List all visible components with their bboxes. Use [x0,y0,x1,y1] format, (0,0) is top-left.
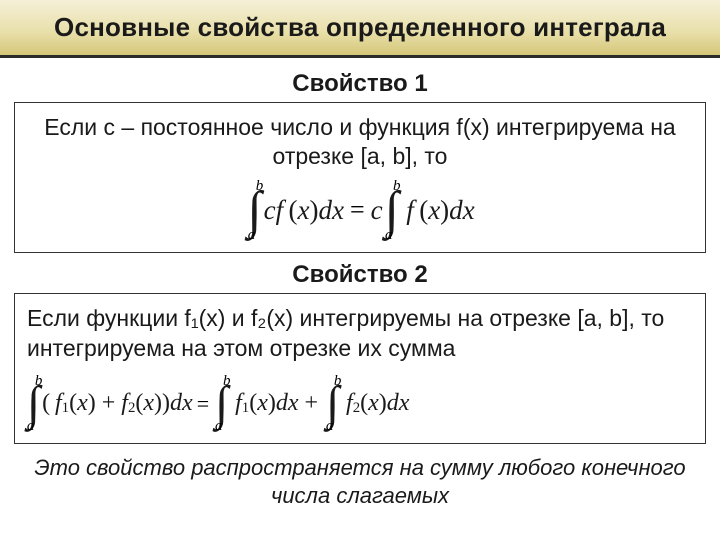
int-lower: a [215,418,223,435]
int-upper: b [334,373,342,390]
integral-icon: b ∫ a [27,370,40,438]
property-2-formula: b ∫ a ( f1(x) + f2(x))dx = b ∫ a f1(x)dx… [21,370,699,438]
property-2-box: Если функции f₁(x) и f₂(x) интегрируемы … [14,293,706,444]
equals-sign: = [197,391,209,417]
integral-icon: b ∫ a [247,175,261,246]
rhs-coef: c [371,195,383,226]
property-2-text: Если функции f₁(x) и f₂(x) интегрируемы … [21,304,699,368]
int-lower: a [248,227,256,244]
rhs-term1: f1(x)dx [230,390,298,417]
content-area: Свойство 1 Если с – постоянное число и ф… [0,58,720,509]
int-upper: b [223,373,231,390]
property-1-text: Если с – постоянное число и функция f(x)… [21,113,699,171]
integral-icon: b ∫ a [215,370,228,438]
footnote-text: Это свойство распространяется на сумму л… [10,454,710,509]
plus-sign: + [299,390,325,417]
int-lower: a [27,418,35,435]
lhs-expr: cf (x)dx [264,195,344,226]
rhs-term2: f2(x)dx [341,390,409,417]
property-2-label: Свойство 2 [10,261,710,289]
rhs-expr: f (x)dx [401,195,475,226]
int-lower: a [385,227,393,244]
int-upper: b [256,178,264,195]
equals-sign: = [350,195,365,225]
property-1-label: Свойство 1 [10,70,710,98]
title-band: Основные свойства определенного интеграл… [0,0,720,58]
integral-icon: b ∫ a [326,370,339,438]
lhs-sum: ( f1(x) + f2(x))dx [42,390,193,417]
property-1-box: Если с – постоянное число и функция f(x)… [14,102,706,253]
page-title: Основные свойства определенного интеграл… [54,12,666,43]
int-upper: b [35,373,43,390]
int-lower: a [326,418,334,435]
integral-icon: b ∫ a [385,175,399,246]
property-1-formula: b ∫ a cf (x)dx = c b ∫ a f (x)dx [21,175,699,246]
int-upper: b [393,178,401,195]
